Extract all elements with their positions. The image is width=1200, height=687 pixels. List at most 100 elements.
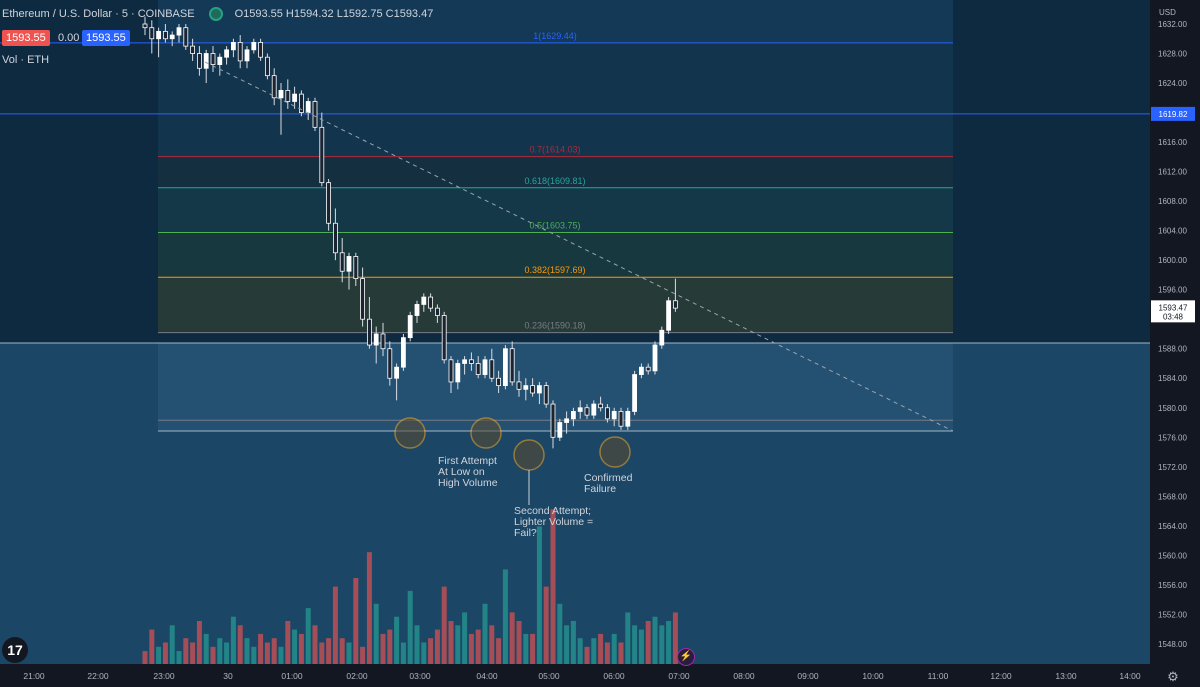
candle	[380, 322, 386, 357]
candle	[224, 46, 230, 65]
volume-indicator-label[interactable]: Vol · ETH	[2, 54, 50, 66]
volume-bar	[672, 612, 678, 664]
y-tick-label: 1628.00	[1158, 50, 1187, 59]
candle-body	[666, 300, 671, 331]
y-tick-label: 1604.00	[1158, 227, 1187, 236]
candle-body	[543, 385, 549, 405]
candle-body	[278, 90, 284, 99]
tradingview-logo-icon[interactable]: 17	[2, 637, 28, 663]
x-tick-label: 08:00	[733, 671, 755, 681]
volume-bar	[339, 638, 345, 664]
candle-body	[632, 374, 637, 412]
symbol-title[interactable]: Ethereum / U.S. Dollar · 5 · COINBASE	[2, 8, 195, 20]
volume-bar	[645, 621, 651, 664]
candle-body	[455, 363, 461, 383]
candle	[373, 326, 379, 364]
candle	[475, 356, 481, 379]
volume-bar	[142, 651, 148, 664]
candle-body	[312, 101, 318, 128]
ask-price-button[interactable]: 1593.55	[82, 30, 130, 46]
y-tick-label: 1612.00	[1158, 168, 1187, 177]
annotation-text: Lighter Volume =	[514, 516, 593, 528]
volume-bar	[428, 638, 434, 664]
candle-body	[496, 377, 502, 387]
candle	[625, 407, 631, 430]
volume-bar	[611, 633, 617, 664]
fib-label: 0.382(1597.69)	[524, 265, 585, 275]
bid-price-button[interactable]: 1593.55	[2, 30, 50, 46]
candle-body	[400, 337, 406, 368]
candle-body	[564, 418, 569, 423]
gear-icon[interactable]: ⚙	[1167, 669, 1179, 684]
candle	[421, 293, 427, 312]
volume-bar	[638, 629, 644, 664]
candle-body	[509, 348, 515, 383]
volume-bar	[373, 603, 379, 664]
candle-body	[407, 315, 413, 339]
candle-body	[183, 27, 189, 47]
volume-bar	[543, 586, 549, 664]
fib-band-1	[158, 156, 953, 188]
volume-bar	[326, 638, 332, 664]
candle-body	[611, 411, 617, 420]
candle-body	[448, 359, 454, 383]
candle-body	[516, 381, 522, 390]
x-tick-label: 10:00	[862, 671, 884, 681]
candle-body	[537, 385, 542, 394]
volume-bar	[577, 638, 583, 664]
candle-body	[190, 45, 196, 54]
volume-bar	[557, 603, 563, 664]
volume-bar	[366, 552, 372, 664]
candle	[244, 46, 250, 69]
candle	[346, 252, 352, 290]
lightning-icon[interactable]: ⚡	[677, 648, 695, 666]
x-tick-label: 11:00	[928, 671, 949, 681]
fib-label: 1(1629.44)	[533, 31, 577, 41]
candle-body	[176, 27, 182, 36]
candle	[292, 86, 298, 109]
volume-bar	[169, 625, 175, 664]
candle-body	[346, 256, 352, 272]
candle-body	[591, 403, 597, 416]
spread-value: 0.00	[58, 32, 80, 44]
candle-body	[319, 126, 325, 184]
y-tick-label: 1616.00	[1158, 138, 1187, 147]
candle	[482, 356, 488, 379]
currency-label: USD	[1159, 8, 1176, 17]
candle	[428, 293, 434, 312]
candle-body	[224, 49, 230, 58]
volume-bar	[659, 625, 665, 664]
candle	[149, 20, 155, 54]
candle	[537, 381, 542, 405]
candle-body	[169, 34, 175, 40]
candle	[360, 267, 366, 327]
volume-bar	[421, 642, 427, 664]
volume-bar	[407, 590, 413, 664]
candle	[339, 238, 345, 283]
candle	[502, 345, 508, 390]
fib-band-2	[158, 187, 953, 233]
candle-body	[502, 348, 508, 387]
candle	[434, 304, 440, 323]
x-tick-label: 14:00	[1119, 671, 1141, 681]
x-tick-label: 01:00	[281, 671, 303, 681]
candle-body	[366, 318, 372, 346]
volume-bar	[482, 603, 488, 664]
candle-body	[441, 315, 447, 361]
y-tick-label: 1556.00	[1158, 581, 1187, 590]
candle-body	[305, 101, 311, 113]
y-tick-label: 1608.00	[1158, 197, 1187, 206]
x-tick-label: 21:00	[23, 671, 45, 681]
candle	[407, 311, 413, 342]
candle-body	[475, 363, 481, 375]
candle	[598, 396, 603, 412]
candle	[591, 400, 597, 419]
annotation-text: Failure	[584, 483, 616, 495]
candle	[237, 35, 243, 69]
price-label-blue: 1619.82	[1151, 106, 1195, 121]
candle-body	[251, 42, 257, 51]
y-tick-label: 1600.00	[1158, 256, 1187, 265]
candle-body	[523, 385, 529, 390]
